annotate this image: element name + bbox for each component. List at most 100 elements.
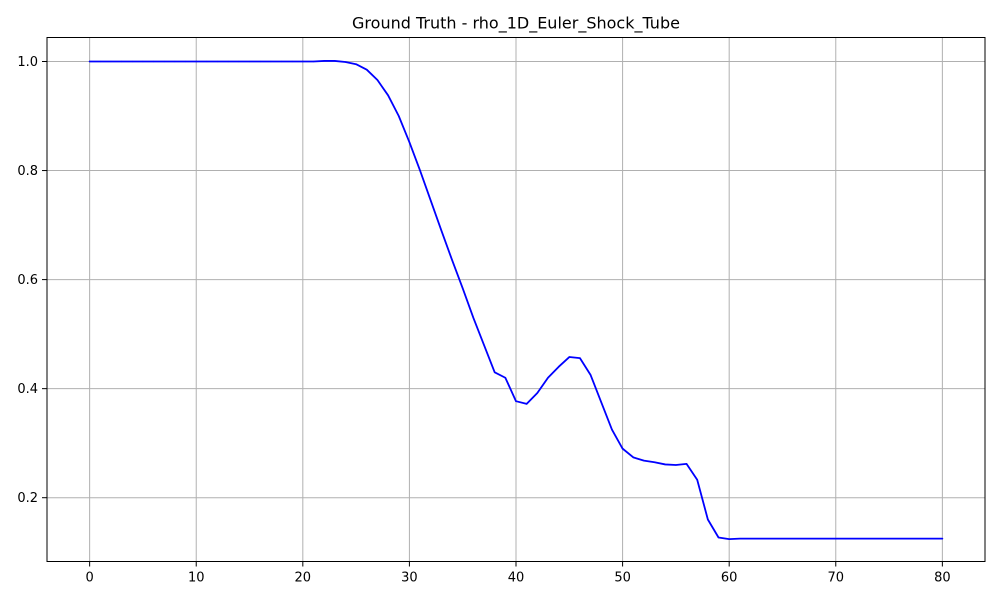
data-point <box>248 60 251 63</box>
y-axis: 0.2 0.4 0.6 0.8 1.0 <box>17 55 47 506</box>
data-point <box>547 377 549 379</box>
data-point <box>280 60 283 63</box>
data-point <box>152 60 155 63</box>
data-point <box>920 538 922 540</box>
data-point <box>366 69 368 71</box>
data-point <box>611 428 613 431</box>
data-point <box>195 60 197 63</box>
data-point <box>888 538 890 540</box>
data-point <box>344 61 347 63</box>
data-point <box>121 60 123 63</box>
data-point <box>110 60 112 63</box>
data-point <box>717 536 720 539</box>
data-point <box>760 538 762 540</box>
x-tick-label: 0 <box>85 571 93 586</box>
x-tick-label: 40 <box>508 571 525 586</box>
data-point <box>89 60 91 63</box>
data-point <box>696 479 698 481</box>
x-tick-label: 30 <box>401 571 418 586</box>
data-point <box>653 461 656 463</box>
data-point <box>728 538 730 540</box>
data-point <box>792 538 794 540</box>
data-point <box>835 538 837 540</box>
y-tick-label: 1.0 <box>17 55 38 70</box>
data-point <box>558 366 560 368</box>
x-tick-label: 10 <box>188 571 205 586</box>
chart-title: Ground Truth - rho_1D_Euler_Shock_Tube <box>352 14 680 34</box>
data-point <box>771 538 773 540</box>
data-point <box>941 538 943 540</box>
data-point <box>355 63 357 65</box>
data-point <box>813 538 816 540</box>
x-axis: 0 10 20 30 40 50 60 70 80 <box>85 561 951 586</box>
y-tick-label: 0.6 <box>17 273 38 288</box>
data-point <box>675 464 677 466</box>
data-point <box>803 538 805 540</box>
data-point <box>387 94 389 96</box>
data-point <box>483 344 485 346</box>
data-point <box>515 400 517 402</box>
y-tick-label: 0.4 <box>17 382 38 397</box>
data-point <box>867 538 869 540</box>
data-point <box>430 199 432 202</box>
data-point <box>685 463 688 465</box>
data-point <box>824 538 826 540</box>
data-point <box>398 115 400 117</box>
data-point <box>270 60 272 63</box>
data-point <box>749 538 752 540</box>
data-point <box>590 374 592 376</box>
data-point <box>931 538 933 540</box>
data-point <box>526 403 528 405</box>
data-point <box>227 60 229 63</box>
x-tick-label: 80 <box>934 571 951 586</box>
x-tick-label: 70 <box>827 571 844 586</box>
data-point <box>664 463 666 466</box>
data-point <box>568 356 570 358</box>
data-point <box>739 538 741 540</box>
data-point <box>376 79 379 81</box>
data-point <box>259 60 261 63</box>
data-point <box>707 518 709 521</box>
data-point <box>99 60 101 63</box>
data-point <box>408 141 411 143</box>
data-point <box>451 259 453 261</box>
data-point <box>781 538 784 540</box>
data-point <box>504 377 506 379</box>
data-point <box>877 538 880 540</box>
data-point <box>216 60 219 63</box>
y-tick-label: 0.2 <box>17 491 38 506</box>
data-point <box>856 538 858 540</box>
data-point <box>131 60 133 63</box>
data-point <box>302 60 304 63</box>
data-point <box>494 371 496 373</box>
data-point <box>291 60 293 63</box>
data-point <box>462 287 464 289</box>
data-point <box>621 448 624 450</box>
data-point <box>579 357 581 359</box>
data-point <box>206 60 208 63</box>
data-point <box>643 460 645 462</box>
data-point <box>174 60 176 63</box>
x-tick-label: 20 <box>295 571 312 586</box>
x-tick-label: 50 <box>614 571 631 586</box>
y-tick-label: 0.8 <box>17 164 38 179</box>
grid <box>47 37 985 562</box>
data-point <box>472 317 474 319</box>
data-point <box>334 60 336 62</box>
data-point <box>632 456 634 458</box>
data-point <box>419 169 421 172</box>
data-point <box>323 60 325 62</box>
data-point <box>312 60 315 63</box>
data-point <box>142 60 144 63</box>
data-point <box>909 538 911 540</box>
data-point <box>845 538 848 540</box>
data-point <box>899 538 901 540</box>
data-point <box>600 401 602 403</box>
data-point <box>536 392 538 394</box>
data-point <box>184 60 187 63</box>
data-point <box>440 229 442 232</box>
data-point <box>238 60 240 63</box>
data-point <box>163 60 165 63</box>
